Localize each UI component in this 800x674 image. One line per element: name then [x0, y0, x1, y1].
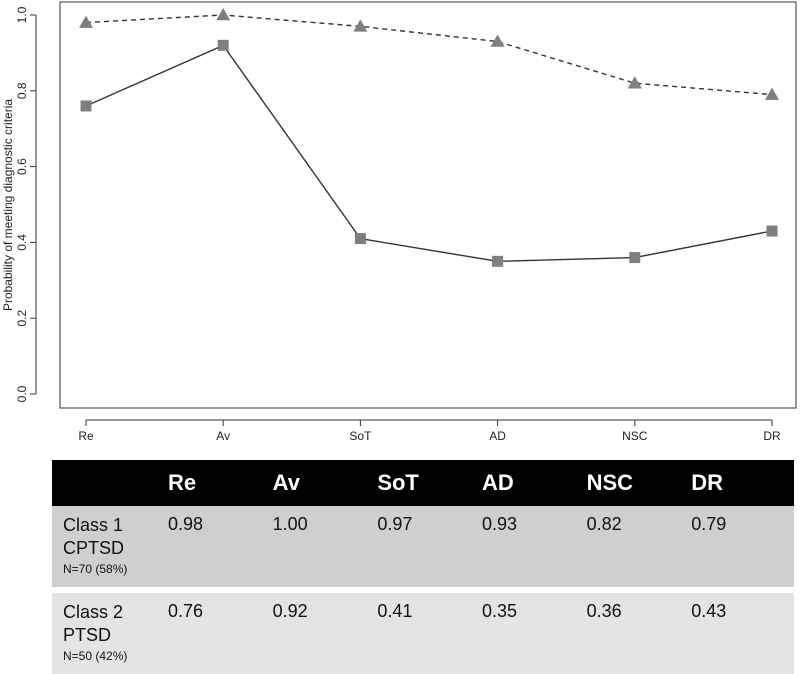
series-1-point — [627, 76, 642, 89]
series-layer — [79, 8, 779, 267]
table-cell: 0.41 — [375, 590, 480, 674]
table-cell: 0.76 — [166, 590, 271, 674]
x-tick-label: DR — [763, 429, 781, 443]
line-chart: 0.0 0.2 0.4 0.6 0.8 1.0 Re Av SoT AD NSC DR Probab… — [1, 1, 797, 443]
series-2-point — [80, 100, 92, 112]
y-axis-label: Probability of meeting diagnostic criter… — [1, 99, 15, 311]
series-2-point — [629, 252, 641, 264]
y-tick-label: 1.0 — [15, 6, 29, 23]
series-1-point — [353, 19, 368, 32]
header-sot: SoT — [375, 460, 480, 506]
header-corner — [52, 460, 166, 506]
table-cell: 0.97 — [375, 506, 480, 590]
class-type: CPTSD — [63, 538, 125, 558]
y-axis: 0.0 0.2 0.4 0.6 0.8 1.0 — [15, 6, 37, 402]
series-1-point — [79, 15, 93, 28]
table-cell: 0.82 — [584, 506, 690, 590]
table-cell: 0.35 — [479, 590, 585, 674]
header-nsc: NSC — [584, 460, 690, 506]
table-cell: 0.36 — [584, 590, 690, 674]
series-1-point — [765, 87, 779, 100]
class-n: N=50 (42%) — [63, 649, 128, 663]
series-2-point — [492, 255, 504, 267]
series-2-point — [217, 39, 229, 51]
x-axis: Re Av SoT AD NSC DR — [78, 419, 781, 443]
series-2-line — [85, 44, 773, 263]
header-dr: DR — [689, 460, 794, 506]
series-1-line — [85, 14, 773, 96]
y-tick-label: 0.0 — [15, 385, 29, 402]
table-row: Class 1 CPTSD N=70 (58%) 0.98 1.00 0.97 … — [52, 506, 794, 590]
x-tick-label: Av — [216, 429, 230, 443]
y-tick-label: 0.4 — [15, 234, 29, 251]
y-tick-label: 0.2 — [15, 310, 29, 327]
table-header-row: Re Av SoT AD NSC DR — [52, 460, 794, 506]
y-tick-label: 0.8 — [15, 82, 29, 99]
series-1-point — [216, 8, 231, 21]
y-tick-label: 0.6 — [15, 158, 29, 175]
x-tick-label: NSC — [622, 429, 648, 443]
x-tick-label: SoT — [349, 429, 372, 443]
table-cell: 1.00 — [270, 506, 376, 590]
class-cell: Class 2 PTSD N=50 (42%) — [52, 590, 166, 674]
x-tick-label: Re — [78, 429, 94, 443]
plot-frame — [59, 1, 797, 409]
x-tick-label: AD — [489, 429, 506, 443]
class-type: PTSD — [63, 625, 112, 645]
series-1-point — [490, 34, 505, 47]
table-row: Class 2 PTSD N=50 (42%) 0.76 0.92 0.41 0… — [52, 590, 794, 674]
table-cell: 0.92 — [270, 590, 376, 674]
class-label: Class 1 — [63, 515, 124, 535]
header-av: Av — [270, 460, 376, 506]
table-cell: 0.43 — [689, 590, 794, 674]
table-cell: 0.93 — [479, 506, 585, 590]
header-re: Re — [166, 460, 271, 506]
class-n: N=70 (58%) — [63, 562, 128, 576]
series-2-point — [766, 225, 778, 237]
header-ad: AD — [479, 460, 585, 506]
table-cell: 0.79 — [689, 506, 794, 590]
series-2-point — [354, 233, 366, 245]
table-cell: 0.98 — [166, 506, 271, 590]
class-cell: Class 1 CPTSD N=70 (58%) — [52, 506, 166, 590]
results-table: Re Av SoT AD NSC DR Class 1 CPTSD N=70 (… — [52, 460, 794, 674]
class-label: Class 2 — [63, 602, 124, 622]
